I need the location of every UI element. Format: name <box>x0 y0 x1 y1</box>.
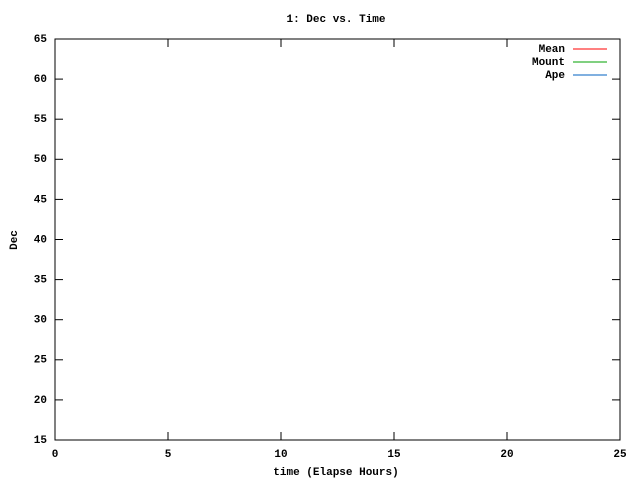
x-tick-label: 10 <box>274 449 287 461</box>
legend-label: Mean <box>539 44 565 56</box>
x-tick-label: 5 <box>165 449 172 461</box>
y-tick-label: 15 <box>34 435 48 447</box>
y-tick-label: 20 <box>34 395 47 407</box>
y-tick-label: 30 <box>34 315 47 327</box>
x-tick-label: 25 <box>613 449 627 461</box>
legend-label: Ape <box>545 70 565 82</box>
y-tick-label: 45 <box>34 194 48 206</box>
y-tick-label: 25 <box>34 355 48 367</box>
x-tick-label: 15 <box>387 449 401 461</box>
legend-label: Mount <box>532 57 565 69</box>
x-tick-label: 0 <box>52 449 59 461</box>
chart-title: 1: Dec vs. Time <box>286 14 385 26</box>
y-tick-label: 55 <box>34 114 48 126</box>
y-tick-label: 35 <box>34 275 48 287</box>
y-tick-label: 65 <box>34 34 48 46</box>
y-tick-label: 60 <box>34 74 47 86</box>
x-axis-label: time (Elapse Hours) <box>273 467 398 479</box>
y-tick-label: 50 <box>34 154 47 166</box>
y-axis-label: Dec <box>9 230 21 250</box>
x-tick-label: 20 <box>500 449 513 461</box>
y-tick-label: 40 <box>34 234 47 246</box>
